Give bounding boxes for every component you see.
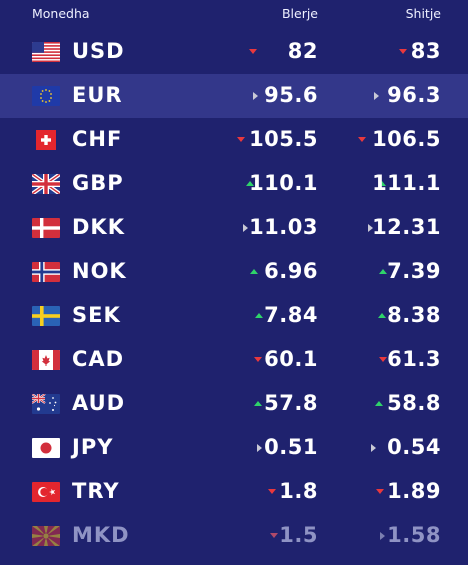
trend-up-icon <box>378 313 386 318</box>
buy-rate: 1.8 <box>279 479 318 503</box>
currency-code: GBP <box>72 171 124 195</box>
currency-code: USD <box>72 39 125 63</box>
trend-up-icon <box>246 181 254 186</box>
trend-down-icon <box>379 357 387 362</box>
table-row[interactable]: USD 82 83 <box>0 30 468 74</box>
sell-rate: 1.89 <box>387 479 441 503</box>
se-flag-icon <box>32 306 60 326</box>
trend-flat-icon <box>253 92 258 100</box>
buy-column-header: Blerje <box>281 6 318 21</box>
currency-code: NOK <box>72 259 127 283</box>
trend-flat-icon <box>371 444 376 452</box>
table-row[interactable]: CAD 60.1 61.3 <box>0 338 468 382</box>
sell-rate: 12.31 <box>372 215 441 239</box>
currency-code: CAD <box>72 347 125 371</box>
sell-rate: 96.3 <box>387 83 441 107</box>
trend-flat-icon <box>368 224 373 232</box>
table-row[interactable]: CHF 105.5 106.5 <box>0 118 468 162</box>
table-row[interactable]: JPY 0.51 0.54 <box>0 426 468 470</box>
trend-down-icon <box>399 49 407 54</box>
trend-up-icon <box>255 313 263 318</box>
table-row[interactable]: TRY 1.8 1.89 <box>0 470 468 514</box>
us-flag-icon <box>32 42 60 62</box>
trend-down-icon <box>270 533 278 538</box>
table-row[interactable]: SEK 7.84 8.38 <box>0 294 468 338</box>
buy-rate: 110.1 <box>249 171 318 195</box>
dk-flag-icon <box>32 218 60 238</box>
sell-rate: 0.54 <box>387 435 441 459</box>
eu-flag-icon <box>32 86 60 106</box>
table-row[interactable]: AUD 57.8 58.8 <box>0 382 468 426</box>
trend-up-icon <box>379 269 387 274</box>
currency-code: DKK <box>72 215 125 239</box>
buy-rate: 6.96 <box>264 259 318 283</box>
currency-code: CHF <box>72 127 123 151</box>
sell-rate: 83 <box>410 39 441 63</box>
au-flag-icon <box>32 394 60 414</box>
buy-rate: 95.6 <box>264 83 318 107</box>
buy-rate: 11.03 <box>249 215 318 239</box>
trend-flat-icon <box>257 444 262 452</box>
trend-up-icon <box>250 269 258 274</box>
trend-down-icon <box>254 357 262 362</box>
trend-down-icon <box>358 137 366 142</box>
ca-flag-icon <box>32 350 60 370</box>
currency-code: SEK <box>72 303 121 327</box>
trend-flat-icon <box>380 532 385 540</box>
table-row[interactable]: GBP 110.1 111.1 <box>0 162 468 206</box>
sell-rate: 106.5 <box>372 127 441 151</box>
currency-code: JPY <box>72 435 114 459</box>
tr-flag-icon <box>32 482 60 502</box>
sell-rate: 111.1 <box>372 171 441 195</box>
table-row[interactable]: EUR 95.6 96.3 <box>0 74 468 118</box>
buy-rate: 7.84 <box>264 303 318 327</box>
buy-rate: 105.5 <box>249 127 318 151</box>
currency-code: MKD <box>72 523 130 547</box>
sell-rate: 61.3 <box>387 347 441 371</box>
table-row[interactable]: NOK 6.96 7.39 <box>0 250 468 294</box>
sell-rate: 7.39 <box>387 259 441 283</box>
currency-code: TRY <box>72 479 120 503</box>
jp-flag-icon <box>32 438 60 458</box>
exchange-rate-table: USD 82 83 EUR 95.6 96.3 CHF 105.5 106.5 … <box>0 30 468 558</box>
currency-column-header: Monedha <box>32 6 90 21</box>
no-flag-icon <box>32 262 60 282</box>
buy-rate: 82 <box>287 39 318 63</box>
trend-up-icon <box>254 401 262 406</box>
gb-flag-icon <box>32 174 60 194</box>
trend-down-icon <box>249 49 257 54</box>
table-row[interactable]: DKK 11.03 12.31 <box>0 206 468 250</box>
buy-rate: 1.5 <box>279 523 318 547</box>
buy-rate: 60.1 <box>264 347 318 371</box>
mk-flag-icon <box>32 526 60 546</box>
currency-code: EUR <box>72 83 123 107</box>
sell-rate: 8.38 <box>387 303 441 327</box>
trend-flat-icon <box>374 92 379 100</box>
sell-column-header: Shitje <box>405 6 441 21</box>
ch-flag-icon <box>32 130 60 150</box>
table-header: Monedha Blerje Shitje <box>0 0 468 26</box>
trend-down-icon <box>376 489 384 494</box>
table-row[interactable]: MKD 1.5 1.58 <box>0 514 468 558</box>
trend-flat-icon <box>243 224 248 232</box>
buy-rate: 57.8 <box>264 391 318 415</box>
trend-up-icon <box>375 401 383 406</box>
buy-rate: 0.51 <box>264 435 318 459</box>
trend-down-icon <box>237 137 245 142</box>
sell-rate: 58.8 <box>387 391 441 415</box>
trend-up-icon <box>378 181 386 186</box>
currency-code: AUD <box>72 391 126 415</box>
sell-rate: 1.58 <box>387 523 441 547</box>
trend-down-icon <box>268 489 276 494</box>
